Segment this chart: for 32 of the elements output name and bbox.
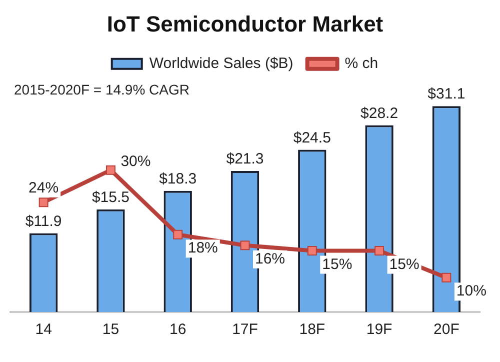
- point: [374, 246, 384, 256]
- data-label: 30%: [120, 153, 151, 170]
- data-label: $15.5: [92, 189, 130, 206]
- point: [106, 165, 116, 175]
- data-label: $31.1: [428, 86, 466, 103]
- x-tick-label: 16: [170, 321, 186, 338]
- data-label: $28.2: [360, 104, 398, 122]
- point: [38, 198, 48, 208]
- data-label: 18%: [188, 240, 218, 257]
- x-tick-label: 15: [102, 321, 120, 338]
- data-label: $11.9: [25, 212, 62, 230]
- legend-label: Worldwide Sales ($B): [149, 55, 294, 72]
- point: [307, 246, 317, 256]
- data-label: 16%: [255, 250, 286, 268]
- data-label: 15%: [389, 256, 420, 273]
- chart-title: IoT Semiconductor Market: [106, 11, 384, 36]
- data-label: $24.5: [293, 129, 331, 146]
- data-label: 24%: [28, 179, 59, 196]
- data-label: $18.3: [159, 170, 197, 188]
- point: [173, 230, 183, 240]
- legend-label: % ch: [344, 55, 378, 72]
- x-tick-label: 20F: [434, 321, 460, 338]
- data-label: $21.3: [226, 150, 264, 168]
- point: [442, 272, 452, 282]
- text: 2015-2020F = 14.9% CAGR: [14, 81, 190, 98]
- x-tick-label: 14: [35, 321, 52, 338]
- x-tick-label: 18F: [299, 321, 326, 338]
- data-label: 15%: [322, 256, 352, 273]
- x-tick-label: 17F: [232, 321, 258, 338]
- x-tick-label: 19F: [366, 321, 392, 338]
- point: [240, 240, 250, 250]
- data-label: 10%: [456, 282, 486, 300]
